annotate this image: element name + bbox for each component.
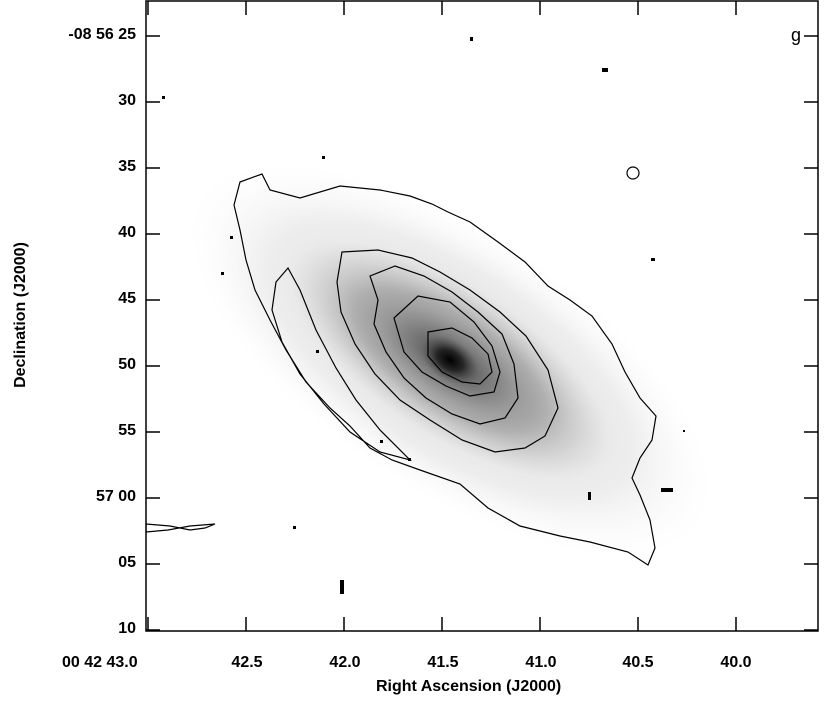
inner-bulge-contour <box>393 295 501 397</box>
y-tick-label: 55 <box>118 422 136 439</box>
y-tick-label: 57 00 <box>95 488 136 505</box>
x-tick-label: 00 42 43.0 <box>62 654 138 671</box>
y-tick-label: 40 <box>118 224 136 241</box>
axis-ticks <box>146 1 818 631</box>
x-tick-label: 40.0 <box>720 654 752 671</box>
y-tick-label: 45 <box>118 290 136 307</box>
plot-frame <box>145 0 819 632</box>
y-axis-title: Declination (J2000) <box>12 242 29 388</box>
x-axis-title: Right Ascension (J2000) <box>376 678 562 695</box>
galaxy-image <box>146 1 818 631</box>
field-star-contour <box>626 166 640 180</box>
y-tick-label: 30 <box>118 92 136 109</box>
x-tick-label: 42.0 <box>329 654 361 671</box>
inner-ring-contour <box>271 266 413 462</box>
x-tick-label: 41.0 <box>525 654 557 671</box>
x-tick-label: 40.5 <box>622 654 654 671</box>
contour-lines <box>146 166 657 566</box>
y-tick-label: 35 <box>118 158 136 175</box>
disk-contour <box>336 249 559 453</box>
band-label: g <box>791 25 802 45</box>
y-tick-label: 50 <box>118 356 136 373</box>
x-tick-label: 41.5 <box>427 654 459 671</box>
noise-speckles <box>162 37 685 594</box>
west-blob-contour <box>146 523 216 533</box>
bulge-contour <box>369 265 519 425</box>
core-contour <box>427 327 493 385</box>
y-tick-label: 10 <box>118 620 136 637</box>
y-tick-label: -08 56 25 <box>68 26 136 43</box>
y-tick-label: 05 <box>118 554 136 571</box>
x-tick-label: 42.5 <box>231 654 263 671</box>
